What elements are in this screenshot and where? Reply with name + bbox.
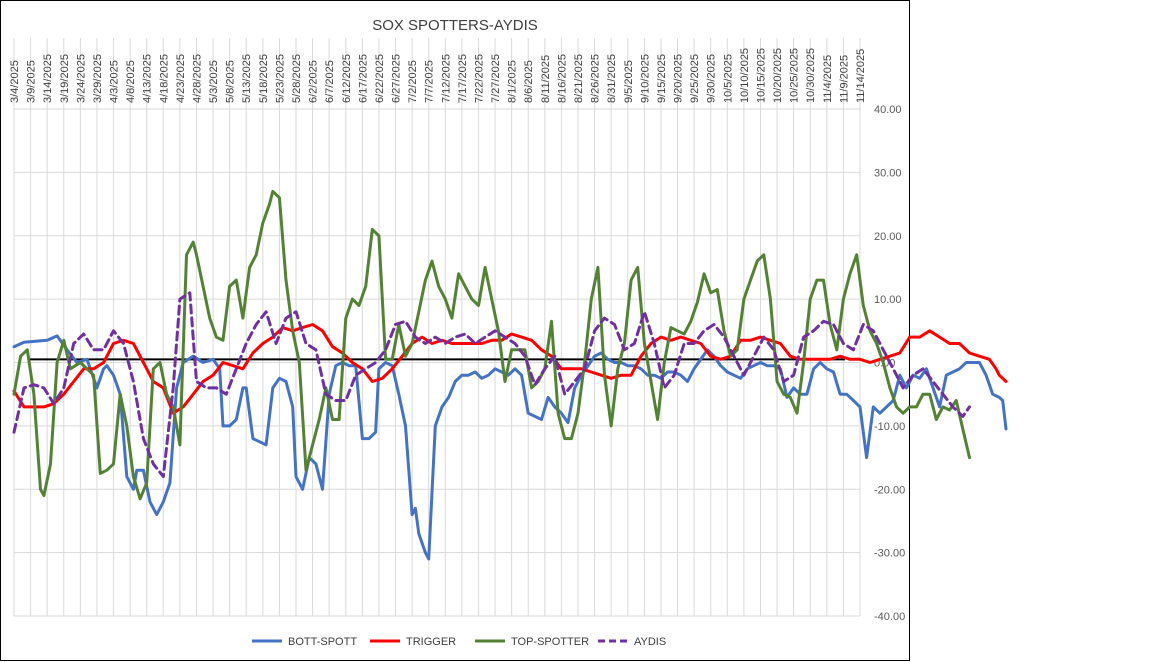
x-tick-label: 9/15/2025 <box>656 54 668 103</box>
x-tick-label: 3/9/2025 <box>26 60 38 103</box>
series-line-top-spotter <box>12 189 971 501</box>
x-tick-label: 6/27/2025 <box>391 54 403 103</box>
x-tick-label: 6/2/2025 <box>308 60 320 103</box>
legend-label: TRIGGER <box>406 636 456 648</box>
x-tick-label: 4/13/2025 <box>142 54 154 103</box>
x-tick-label: 3/24/2025 <box>75 54 87 103</box>
x-tick-label: 5/28/2025 <box>291 54 303 103</box>
x-tick-label: 7/27/2025 <box>490 54 502 103</box>
x-tick-label: 7/12/2025 <box>440 54 452 103</box>
y-tick-label: 40.00 <box>874 104 902 116</box>
legend-label: TOP-SPOTTER <box>511 636 589 648</box>
x-tick-label: 3/14/2025 <box>42 54 54 103</box>
y-tick-label: 10.00 <box>874 294 902 306</box>
y-tick-label: 30.00 <box>874 167 902 179</box>
legend: BOTT-SPOTT TRIGGER TOP-SPOTTER AYDIS <box>252 636 666 648</box>
x-tick-label: 4/3/2025 <box>109 60 121 103</box>
x-tick-label: 4/23/2025 <box>175 54 187 103</box>
x-tick-label: 8/31/2025 <box>606 54 618 103</box>
x-tick-label: 6/7/2025 <box>324 60 336 103</box>
x-tick-label: 8/16/2025 <box>556 54 568 103</box>
x-tick-label: 10/25/2025 <box>789 48 801 103</box>
x-tick-label: 8/11/2025 <box>540 55 552 103</box>
x-tick-label: 9/5/2025 <box>623 60 635 103</box>
x-tick-label: 7/7/2025 <box>424 60 436 103</box>
x-tick-label: 3/4/2025 <box>9 60 21 103</box>
x-tick-label: 8/1/2025 <box>507 60 519 103</box>
chart-title: SOX SPOTTERS-AYDIS <box>372 17 538 34</box>
y-tick-label: -30.00 <box>874 548 905 560</box>
x-tick-label: 10/5/2025 <box>722 54 734 103</box>
series-lines <box>12 189 1008 561</box>
x-tick-label: 10/15/2025 <box>755 48 767 103</box>
x-tick-label: 5/8/2025 <box>225 60 237 103</box>
x-tick-label: 9/20/2025 <box>673 54 685 103</box>
legend-label: AYDIS <box>634 636 666 648</box>
x-tick-label: 5/23/2025 <box>274 54 286 103</box>
x-tick-label: 4/18/2025 <box>158 54 170 103</box>
y-axis-tick-labels: 40.0030.0020.0010.000.00-10.00-20.00-30.… <box>874 104 905 623</box>
x-tick-label: 11/4/2025 <box>822 55 834 103</box>
series-line-bott-spott <box>12 334 1008 561</box>
x-tick-label: 8/26/2025 <box>590 54 602 103</box>
legend-label: BOTT-SPOTT <box>288 636 357 648</box>
x-tick-label: 5/13/2025 <box>241 54 253 103</box>
x-tick-label: 10/30/2025 <box>805 48 817 103</box>
x-tick-label: 4/28/2025 <box>191 54 203 103</box>
x-tick-label: 8/6/2025 <box>523 60 535 103</box>
x-tick-label: 10/10/2025 <box>739 48 751 103</box>
x-tick-label: 9/30/2025 <box>706 54 718 103</box>
y-tick-label: -10.00 <box>874 421 905 433</box>
x-tick-label: 6/17/2025 <box>357 54 369 103</box>
x-tick-label: 11/9/2025 <box>838 55 850 103</box>
x-tick-label: 3/19/2025 <box>59 54 71 103</box>
x-tick-label: 7/17/2025 <box>457 54 469 103</box>
x-tick-label: 9/25/2025 <box>689 54 701 103</box>
x-tick-label: 6/22/2025 <box>374 54 386 103</box>
y-tick-label: -40.00 <box>874 611 905 623</box>
x-tick-label: 4/8/2025 <box>125 60 137 103</box>
x-tick-label: 6/12/2025 <box>341 54 353 103</box>
x-tick-label: 7/22/2025 <box>473 54 485 103</box>
x-tick-label: 7/2/2025 <box>407 60 419 103</box>
x-tick-label: 3/29/2025 <box>92 54 104 103</box>
y-tick-label: 20.00 <box>874 231 902 243</box>
x-tick-label: 11/14/2025 <box>855 49 867 103</box>
y-tick-label: -20.00 <box>874 484 905 496</box>
x-tick-label: 5/3/2025 <box>208 60 220 103</box>
x-tick-label: 8/21/2025 <box>573 54 585 103</box>
x-tick-label: 5/18/2025 <box>258 54 270 103</box>
x-axis-tick-labels: 3/4/2025 3/9/2025 3/14/2025 3/19/2025 3/24/2… <box>9 48 867 103</box>
x-tick-label: 9/10/2025 <box>639 54 651 103</box>
x-tick-label: 10/20/2025 <box>772 48 784 103</box>
chart-area-border <box>0 0 910 661</box>
series-line-aydis <box>12 291 971 479</box>
